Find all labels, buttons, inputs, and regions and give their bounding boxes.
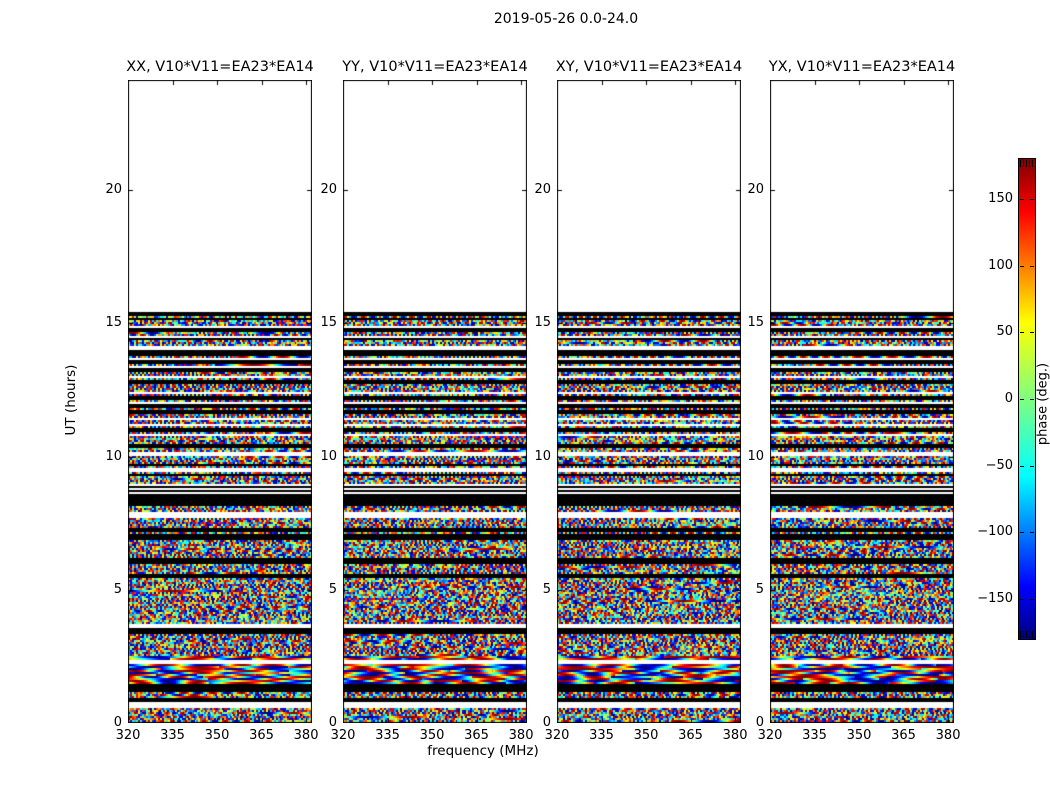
y-tick-label: 0: [542, 715, 551, 730]
x-tick-label: 350: [419, 728, 445, 743]
x-tick-label: 335: [802, 728, 827, 743]
y-tick-label: 0: [755, 715, 764, 730]
colorbar-tick: [1020, 399, 1024, 400]
panel-title: XX, V10*V11=EA23*EA14: [126, 59, 314, 75]
colorbar-tick: [1020, 532, 1024, 533]
panel-yy: YY, V10*V11=EA23*EA14 0 5 10 15 20 320 335 350 36…: [320, 59, 533, 743]
y-tick-label: 5: [328, 581, 337, 597]
y-tick-label: 20: [747, 182, 764, 198]
x-tick-label: 365: [891, 728, 916, 743]
colorbar-tick-label: 50: [996, 324, 1013, 340]
x-tick-label: 320: [757, 728, 783, 743]
x-tick-label: 380: [293, 728, 319, 743]
colorbar-tick-label: −50: [985, 457, 1013, 473]
x-tick-label: 350: [204, 728, 230, 743]
colorbar-tick-label: 150: [988, 191, 1013, 206]
colorbar-tick: [1020, 199, 1024, 200]
spectrogram-canvas: [128, 80, 312, 723]
colorbar-tick: [1030, 399, 1034, 400]
colorbar-tick-label: 100: [988, 257, 1013, 273]
x-tick-label: 365: [249, 728, 274, 743]
colorbar-tick-label: −100: [977, 524, 1013, 540]
y-tick-label: 0: [328, 715, 337, 730]
colorbar-tick: [1030, 266, 1034, 267]
colorbar-tick: [1020, 332, 1024, 333]
y-tick-label: 5: [755, 581, 764, 597]
colorbar-tick: [1030, 532, 1034, 533]
colorbar-label: phase (deg.): [1035, 362, 1050, 446]
x-tick-label: 320: [330, 728, 356, 743]
colorbar-tick: [1030, 599, 1034, 600]
x-tick-label: 335: [589, 728, 614, 743]
spectrogram-canvas: [770, 80, 954, 723]
x-tick-label: 320: [544, 728, 570, 743]
y-tick-label: 10: [534, 448, 551, 464]
x-tick-label: 335: [375, 728, 400, 743]
y-tick-label: 10: [105, 448, 122, 464]
panel-title: XY, V10*V11=EA23*EA14: [555, 59, 743, 75]
x-tick-label: 335: [160, 728, 185, 743]
x-tick-label: 350: [633, 728, 659, 743]
x-tick-label: 320: [115, 728, 141, 743]
y-tick-label: 10: [320, 448, 337, 464]
colorbar-tick-label: −150: [977, 591, 1013, 606]
y-tick-label: 0: [113, 715, 122, 730]
figure-title: 2019-05-26 0.0-24.0: [493, 11, 639, 27]
y-tick-label: 15: [320, 315, 337, 331]
colorbar-gradient: [1019, 159, 1035, 639]
y-tick-label: 5: [542, 581, 551, 597]
x-tick-label: 365: [678, 728, 703, 743]
colorbar-tick-label: 0: [1004, 391, 1013, 406]
panel-title: YY, V10*V11=EA23*EA14: [342, 59, 528, 75]
colorbar-top-hatch: [1020, 160, 1034, 167]
panel-xx: XX, V10*V11=EA23*EA14 0 5 10 15 20 320 335 350 36…: [105, 59, 318, 743]
y-tick-label: 20: [534, 182, 551, 198]
panel-yx: YX, V10*V11=EA23*EA14 0 5 10 15 20 320 335 350 36…: [747, 59, 960, 743]
colorbar-tick: [1020, 599, 1024, 600]
x-tick-label: 350: [846, 728, 872, 743]
y-tick-label: 10: [747, 448, 764, 464]
x-tick-label: 380: [935, 728, 961, 743]
x-tick-label: 380: [508, 728, 534, 743]
y-tick-label: 20: [105, 182, 122, 198]
colorbar-tick: [1030, 199, 1034, 200]
x-tick-label: 380: [722, 728, 748, 743]
x-tick-label: 365: [464, 728, 489, 743]
colorbar-tick: [1020, 466, 1024, 467]
y-axis-label: UT (hours): [63, 364, 79, 436]
panel-title: YX, V10*V11=EA23*EA14: [768, 59, 956, 75]
colorbar-bottom-hatch: [1020, 631, 1034, 638]
y-tick-label: 15: [105, 315, 122, 331]
y-tick-label: 15: [747, 315, 764, 331]
x-axis-label: frequency (MHz): [427, 743, 539, 759]
y-tick-label: 5: [113, 581, 122, 597]
panel-xy: XY, V10*V11=EA23*EA14 0 5 10 15 20 320 335 350 36…: [534, 59, 747, 743]
colorbar: 150 100 50 0 −50 −100 −150: [977, 158, 1036, 640]
spectrogram-canvas: [557, 80, 741, 723]
y-tick-label: 15: [534, 315, 551, 331]
colorbar-tick: [1020, 266, 1024, 267]
colorbar-tick: [1030, 466, 1034, 467]
y-tick-label: 20: [320, 182, 337, 198]
spectrogram-canvas: [343, 80, 527, 723]
colorbar-tick: [1030, 332, 1034, 333]
